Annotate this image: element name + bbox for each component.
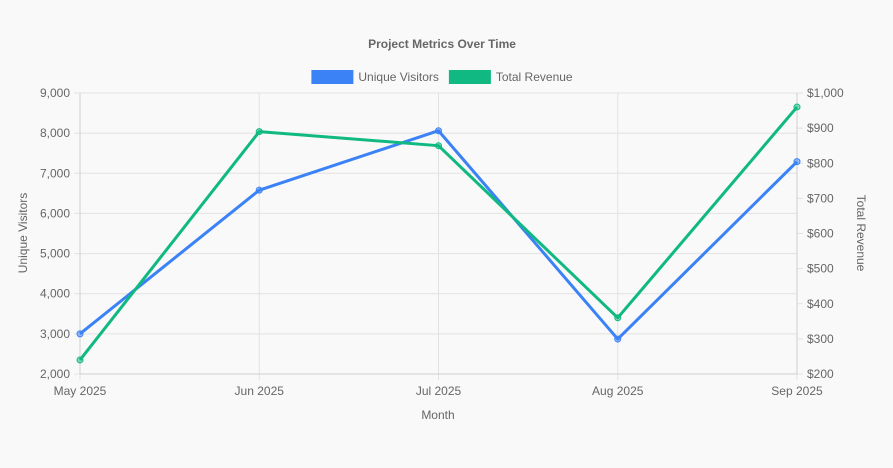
y-left-axis-title: Unique Visitors (16, 193, 30, 273)
x-tick-label: Sep 2025 (771, 384, 823, 398)
y-left-tick-label: 3,000 (40, 327, 70, 341)
y-left-tick-label: 9,000 (40, 86, 70, 100)
y-right-tick-label: $1,000 (807, 86, 844, 100)
y-right-tick-label: $600 (807, 227, 834, 241)
total-revenue-point[interactable] (76, 356, 84, 364)
total-revenue-point[interactable] (255, 128, 263, 136)
legend-label: Total Revenue (496, 70, 573, 84)
x-tick-label: Jul 2025 (416, 384, 462, 398)
legend-swatch (448, 70, 491, 84)
unique-visitors-point[interactable] (614, 335, 622, 343)
y-right-tick-label: $200 (807, 367, 834, 381)
y-right-axis-title: Total Revenue (854, 195, 868, 272)
y-right-tick-label: $900 (807, 121, 834, 135)
legend-item-total-revenue[interactable]: Total Revenue (448, 70, 573, 84)
chart-title: Project Metrics Over Time (368, 37, 516, 51)
unique-visitors-point[interactable] (76, 330, 84, 338)
y-left-tick-label: 6,000 (40, 206, 70, 220)
y-right-tick-label: $300 (807, 332, 834, 346)
y-right-tick-label: $400 (807, 297, 834, 311)
y-right-tick-label: $500 (807, 262, 834, 276)
legend-item-unique-visitors[interactable]: Unique Visitors (311, 70, 439, 84)
y-left-tick-label: 7,000 (40, 166, 70, 180)
y-left-tick-label: 8,000 (40, 126, 70, 140)
legend[interactable]: Unique Visitors Total Revenue (311, 70, 573, 84)
titles: Project Metrics Over Time Month Unique V… (16, 37, 868, 422)
total-revenue-point[interactable] (614, 314, 622, 322)
series (76, 103, 801, 364)
axes: May 2025 Jun 2025 Jul 2025 Aug 2025 Sep 2025… (40, 86, 844, 398)
legend-label: Unique Visitors (358, 70, 438, 84)
legend-swatch (311, 70, 354, 84)
x-axis-title: Month (421, 408, 454, 422)
total-revenue-point[interactable] (435, 142, 442, 150)
y-left-tick-label: 5,000 (40, 247, 70, 261)
total-revenue-point[interactable] (793, 103, 801, 111)
x-tick-label: May 2025 (54, 384, 107, 398)
unique-visitors-point[interactable] (793, 158, 801, 166)
y-left-tick-label: 4,000 (40, 287, 70, 301)
grid (74, 92, 803, 380)
x-tick-label: Jun 2025 (235, 384, 285, 398)
unique-visitors-point[interactable] (435, 127, 442, 135)
y-left-tick-label: 2,000 (40, 367, 70, 381)
y-right-tick-label: $700 (807, 191, 834, 205)
x-tick-label: Aug 2025 (592, 384, 644, 398)
unique-visitors-point[interactable] (255, 186, 263, 194)
y-right-tick-label: $800 (807, 156, 834, 170)
